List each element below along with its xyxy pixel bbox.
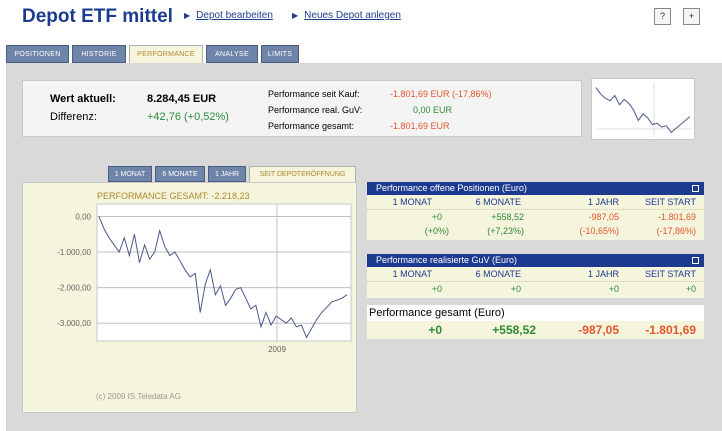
edit-depot-label: Depot bearbeiten <box>196 10 273 21</box>
gesamt-1-jahr: -987,05 <box>578 323 619 337</box>
offen-pct-1-jahr: (-10,65%) <box>579 226 619 236</box>
table-offen-abs-row: +0 +558,52 -987,05 -1.801,69 <box>367 210 704 224</box>
perf-real-label: Performance real. GuV: <box>268 105 363 115</box>
col-1-monat: 1 MONAT <box>392 269 432 279</box>
gesamt-seit-start: -1.801,69 <box>645 323 696 337</box>
table-gesamt-title: Performance gesamt (Euro) <box>367 305 704 321</box>
new-depot-link[interactable]: ▶ Neues Depot anlegen <box>292 10 401 21</box>
offen-1-monat: +0 <box>431 212 442 222</box>
tab-limits[interactable]: LIMITS <box>261 45 299 63</box>
table-offen-pct-row: (+0%) (+7,23%) (-10,65%) (-17,86%) <box>367 224 704 240</box>
chart-title: PERFORMANCE GESAMT: -2.218,23 <box>97 191 250 201</box>
offen-6-monate: +558,52 <box>491 212 524 222</box>
perf-real-value: 0,00 EUR <box>413 105 453 115</box>
real-seit-start: +0 <box>685 284 696 294</box>
table-realisierte-guv: Performance realisierte GuV (Euro) 1 MON… <box>367 254 704 298</box>
x-tick-label: 2009 <box>268 345 286 354</box>
table-real-title: Performance realisierte GuV (Euro) <box>367 254 704 267</box>
col-1-jahr: 1 JAHR <box>587 269 619 279</box>
arrow-right-icon: ▶ <box>292 11 299 20</box>
table-offen-title-text: Performance offene Positionen (Euro) <box>376 183 527 193</box>
y-tick-label: -3.000,00 <box>57 319 91 328</box>
thumb-series-line <box>595 87 691 134</box>
table-real-title-text: Performance realisierte GuV (Euro) <box>376 255 518 265</box>
tab-historie[interactable]: HISTORIE <box>72 45 126 63</box>
gesamt-6-monate: +558,52 <box>492 323 536 337</box>
col-6-monate: 6 MONATE <box>475 269 521 279</box>
y-tick-label: -1.000,00 <box>57 248 91 257</box>
export-icon[interactable]: + <box>683 8 700 25</box>
tab-seit-depoteroeffnung[interactable]: SEIT DEPOTERÖFFNUNG <box>249 166 356 182</box>
wert-label: Wert aktuell: <box>50 93 116 105</box>
expand-icon[interactable] <box>692 185 699 192</box>
table-real-divider <box>367 280 704 282</box>
col-seit-start: SEIT START <box>644 197 696 207</box>
diff-value: +42,76 (+0,52%) <box>147 111 229 123</box>
col-1-monat: 1 MONAT <box>392 197 432 207</box>
y-tick-label: 0,00 <box>75 212 91 221</box>
real-6-monate: +0 <box>510 284 521 294</box>
arrow-right-icon: ▶ <box>184 11 191 20</box>
tab-positionen[interactable]: POSITIONEN <box>6 45 69 63</box>
real-1-jahr: +0 <box>608 284 619 294</box>
summary-box: Wert aktuell: 8.284,45 EUR Differenz: +4… <box>22 80 582 137</box>
col-6-monate: 6 MONATE <box>475 197 521 207</box>
plot-area <box>96 203 352 342</box>
performance-panel: Wert aktuell: 8.284,45 EUR Differenz: +4… <box>6 63 722 431</box>
offen-1-jahr: -987,05 <box>588 212 619 222</box>
col-1-jahr: 1 JAHR <box>587 197 619 207</box>
offen-pct-1-monat: (+0%) <box>424 226 449 236</box>
tab-1-jahr[interactable]: 1 JAHR <box>208 166 246 182</box>
perf-ges-label: Performance gesamt: <box>268 121 355 131</box>
diff-label: Differenz: <box>50 111 97 123</box>
offen-pct-6-monate: (+7,23%) <box>487 226 524 236</box>
perf-kauf-value: -1.801,69 EUR (-17,86%) <box>390 89 492 99</box>
help-icon[interactable]: ? <box>654 8 671 25</box>
table-performance-gesamt: Performance gesamt (Euro) +0 +558,52 -98… <box>367 305 704 339</box>
table-offen-divider <box>367 208 704 210</box>
chart-copyright: (c) 2009 IS.Teledata AG <box>96 392 181 401</box>
gesamt-1-monat: +0 <box>428 323 442 337</box>
col-seit-start: SEIT START <box>644 269 696 279</box>
table-gesamt-row: +0 +558,52 -987,05 -1.801,69 <box>367 321 704 339</box>
tab-1-monat[interactable]: 1 MONAT <box>108 166 152 182</box>
edit-depot-link[interactable]: ▶ Depot bearbeiten <box>184 10 273 21</box>
table-real-header-row: 1 MONAT 6 MONATE 1 JAHR SEIT START <box>367 267 704 280</box>
page-header: Depot ETF mittel ▶ Depot bearbeiten ▶ Neue… <box>0 0 722 40</box>
tab-performance[interactable]: PERFORMANCE <box>129 45 203 65</box>
thumbnail-chart-svg <box>595 83 692 137</box>
thumbnail-chart[interactable] <box>591 78 695 140</box>
performance-series-line <box>98 216 348 339</box>
tab-6-monate[interactable]: 6 MONATE <box>155 166 205 182</box>
performance-chart-svg: PERFORMANCE GESAMT: -2.218,23 0,00 -1.000,… <box>57 191 352 401</box>
offen-seit-start: -1.801,69 <box>657 212 696 222</box>
wert-value: 8.284,45 EUR <box>147 93 217 105</box>
y-tick-label: -2.000,00 <box>57 284 91 293</box>
expand-icon[interactable] <box>692 257 699 264</box>
table-offen-title: Performance offene Positionen (Euro) <box>367 182 704 195</box>
new-depot-label: Neues Depot anlegen <box>304 10 401 21</box>
table-offen-header-row: 1 MONAT 6 MONATE 1 JAHR SEIT START <box>367 195 704 208</box>
perf-kauf-label: Performance seit Kauf: <box>268 89 360 99</box>
table-offene-positionen: Performance offene Positionen (Euro) 1 M… <box>367 182 704 240</box>
tab-analyse[interactable]: ANALYSE <box>206 45 258 63</box>
performance-chart: PERFORMANCE GESAMT: -2.218,23 0,00 -1.000,… <box>22 182 357 413</box>
page-title: Depot ETF mittel <box>22 6 173 27</box>
real-1-monat: +0 <box>431 284 442 294</box>
perf-ges-value: -1.801,69 EUR <box>390 121 450 131</box>
table-real-abs-row: +0 +0 +0 +0 <box>367 282 704 298</box>
offen-pct-seit-start: (-17,86%) <box>656 226 696 236</box>
